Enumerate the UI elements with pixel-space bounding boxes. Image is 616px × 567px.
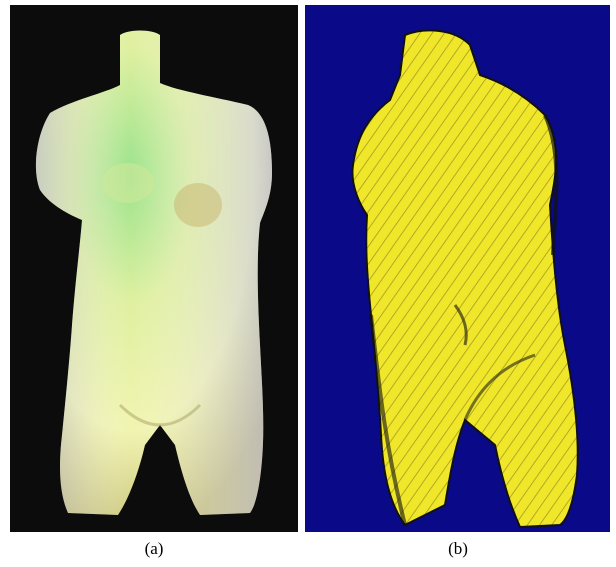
pelvis-line-a: [118, 403, 202, 427]
contour-shadow-b2: [369, 314, 407, 526]
caption-a: (a): [144, 539, 164, 558]
contour-shadow-b1: [543, 114, 559, 256]
torso-image-b: [305, 5, 610, 532]
torso-image-a: [10, 5, 298, 532]
contour-shadow-b4: [453, 304, 468, 346]
figure-panel-a: [10, 5, 298, 532]
caption-b: (b): [448, 539, 468, 558]
breast-left-a: [102, 163, 154, 203]
contour-shadow-b3: [463, 353, 536, 421]
breast-right-a: [174, 183, 222, 227]
torso-shade-a: [35, 30, 273, 515]
figure-panel-b: [305, 5, 610, 532]
